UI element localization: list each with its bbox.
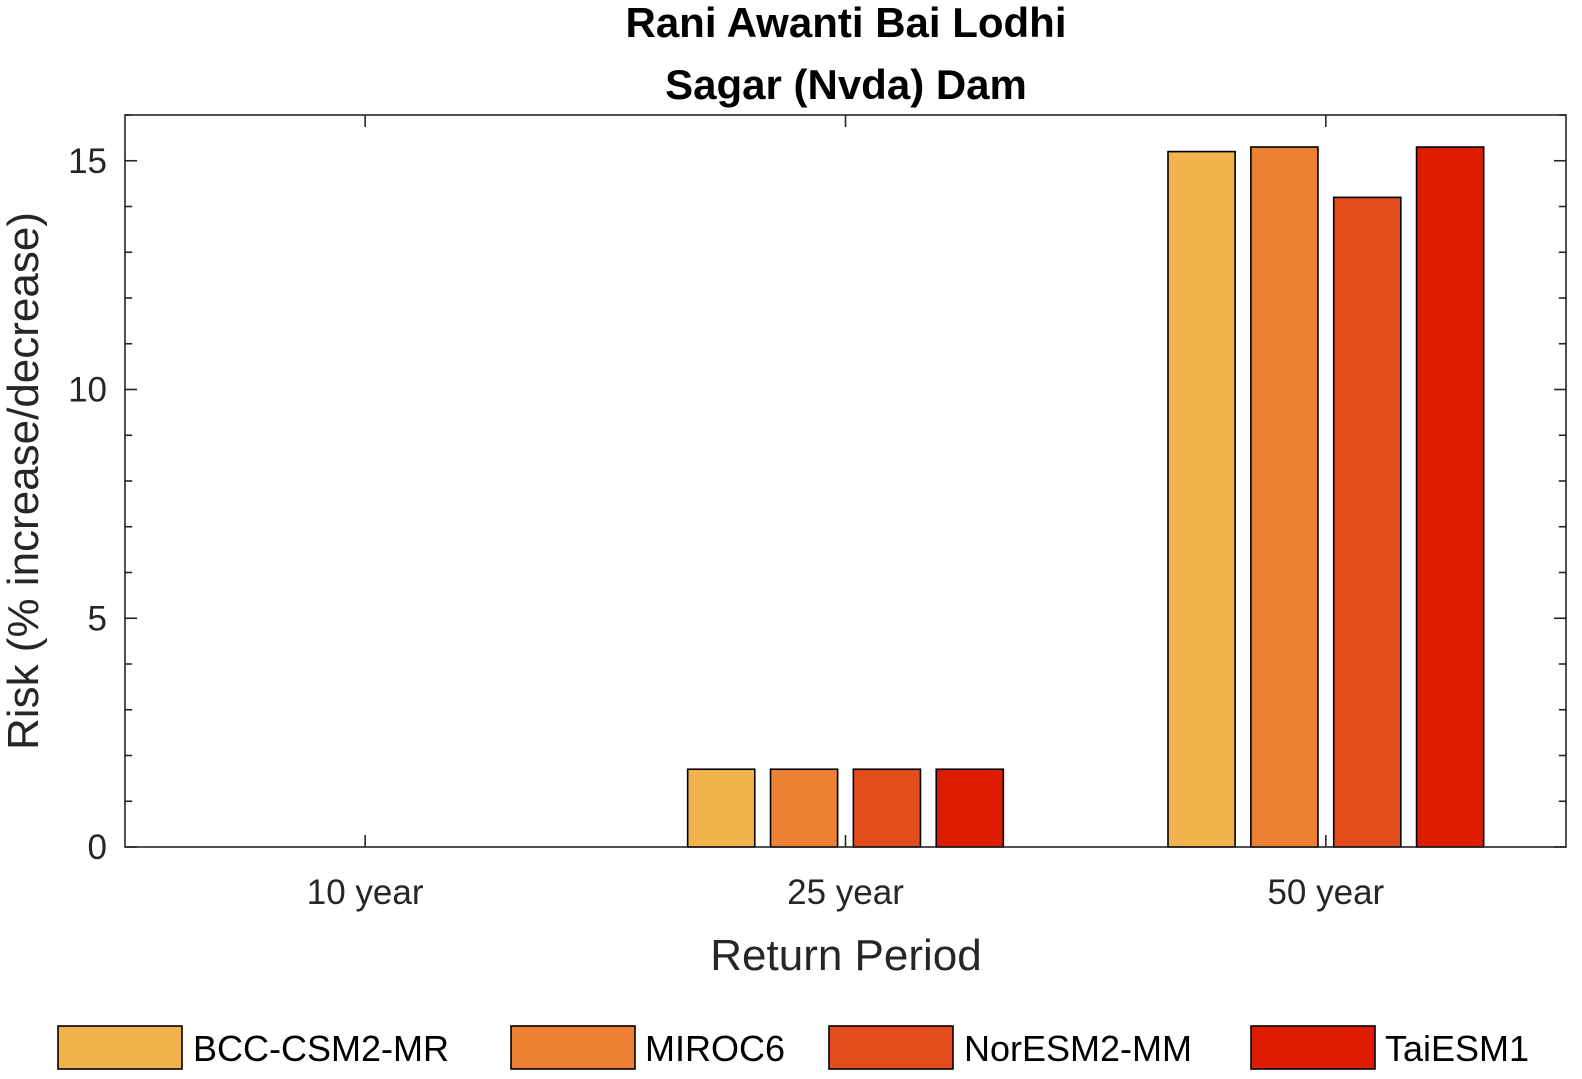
- bars: [686, 146, 1485, 848]
- y-tick-label-10: 10: [68, 371, 107, 410]
- chart-title: Rani Awanti Bai Lodhi Sagar (Nvda) Dam: [625, 0, 1066, 108]
- legend-swatch: [828, 1025, 954, 1070]
- chart-title-line-1: Rani Awanti Bai Lodhi: [625, 0, 1066, 46]
- chart-title-line-2: Sagar (Nvda) Dam: [665, 61, 1027, 108]
- axes: 0 5 10 15 10 year 25 year 50 year: [68, 114, 1567, 912]
- bar-miroc6-25-year: [769, 768, 839, 848]
- x-tick-label-10-year: 10 year: [307, 873, 424, 912]
- legend-label: BCC-CSM2-MR: [193, 1028, 449, 1069]
- legend-swatch: [510, 1025, 636, 1070]
- bar-miroc6-50-year: [1250, 146, 1319, 848]
- y-axis-label: Risk (% increase/decrease): [0, 212, 48, 750]
- bar-noresm2-mm-25-year: [852, 768, 922, 848]
- legend-item-miroc6: MIROC6: [510, 1025, 785, 1070]
- x-tick-label-25-year: 25 year: [787, 873, 904, 912]
- bar-bcc-csm2-mr-25-year: [686, 768, 756, 848]
- legend-swatch: [57, 1025, 183, 1070]
- bar-taiesm1-25-year: [935, 768, 1005, 848]
- y-tick-label-15: 15: [68, 142, 107, 181]
- legend-item-taiesm1: TaiESM1: [1250, 1025, 1529, 1070]
- x-axis-label: Return Period: [710, 931, 981, 980]
- bar-bcc-csm2-mr-50-year: [1167, 150, 1236, 848]
- legend-item-noresm2-mm: NorESM2-MM: [828, 1025, 1192, 1070]
- legend: BCC-CSM2-MR MIROC6 NorESM2-MM TaiESM1: [57, 1025, 1529, 1070]
- y-tick-label-0: 0: [88, 828, 107, 867]
- y-tick-label-5: 5: [88, 599, 107, 638]
- x-tick-label-50-year: 50 year: [1267, 873, 1384, 912]
- plot-area: [125, 115, 1566, 847]
- legend-label: NorESM2-MM: [964, 1028, 1192, 1069]
- legend-swatch: [1250, 1025, 1376, 1070]
- legend-item-bcc-csm2-mr: BCC-CSM2-MR: [57, 1025, 449, 1070]
- bar-noresm2-mm-50-year: [1332, 196, 1402, 848]
- legend-label: TaiESM1: [1385, 1028, 1529, 1069]
- legend-label: MIROC6: [645, 1028, 785, 1069]
- plot-background: [125, 115, 1566, 847]
- bar-taiesm1-50-year: [1415, 146, 1485, 848]
